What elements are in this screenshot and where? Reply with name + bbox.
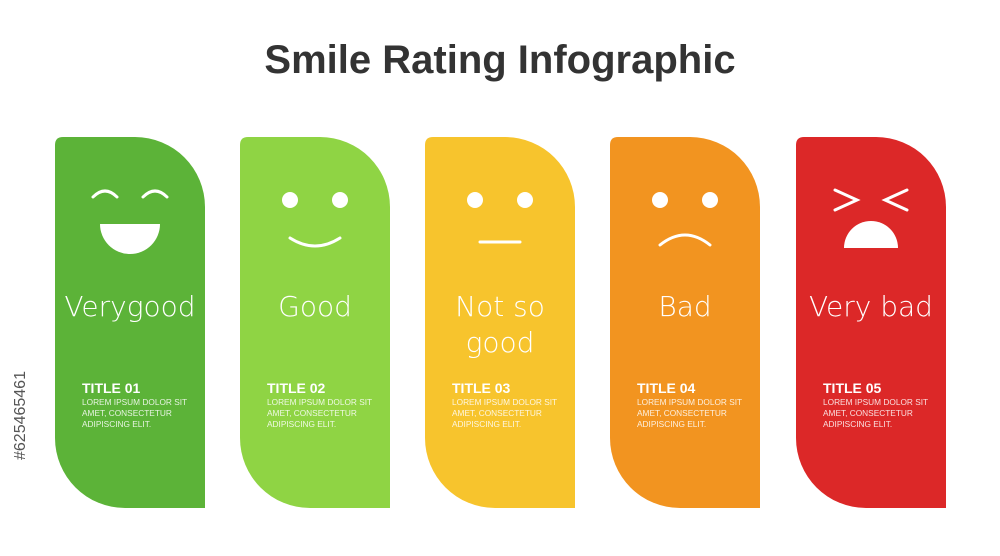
card-label: Very bad [809, 290, 933, 323]
rating-card: Good TITLE 02 LOREM IPSUM DOLOR SIT AMET… [240, 137, 390, 508]
card-title: TITLE 04 [637, 380, 696, 396]
card-text: LOREM IPSUM DOLOR SIT AMET, CONSECTETUR … [452, 397, 557, 429]
card-shape [55, 137, 205, 508]
card-shape [425, 137, 575, 508]
card-text: LOREM IPSUM DOLOR SIT AMET, CONSECTETUR … [267, 397, 372, 429]
stock-id: #625465461 [12, 371, 29, 460]
card-label: Verygood [64, 290, 196, 323]
page-title: Smile Rating Infographic [264, 38, 736, 82]
card-text: LOREM IPSUM DOLOR SIT AMET, CONSECTETUR … [823, 397, 928, 429]
card-title: TITLE 01 [82, 380, 141, 396]
card-shape [240, 137, 390, 508]
rating-card: Verygood TITLE 01 LOREM IPSUM DOLOR SIT … [55, 137, 205, 508]
card-title: TITLE 02 [267, 380, 326, 396]
card-title: TITLE 03 [452, 380, 511, 396]
card-shape [796, 137, 946, 508]
rating-card: Not so good TITLE 03 LOREM IPSUM DOLOR S… [425, 137, 575, 508]
card-label: Bad [658, 290, 712, 323]
card-text: LOREM IPSUM DOLOR SIT AMET, CONSECTETUR … [637, 397, 742, 429]
rating-card: Bad TITLE 04 LOREM IPSUM DOLOR SIT AMET,… [610, 137, 760, 508]
rating-card: Very bad TITLE 05 LOREM IPSUM DOLOR SIT … [796, 137, 946, 508]
card-label: Not so good [455, 290, 545, 359]
card-label: Good [278, 290, 352, 323]
card-text: LOREM IPSUM DOLOR SIT AMET, CONSECTETUR … [82, 397, 187, 429]
card-shape [610, 137, 760, 508]
card-title: TITLE 05 [823, 380, 882, 396]
